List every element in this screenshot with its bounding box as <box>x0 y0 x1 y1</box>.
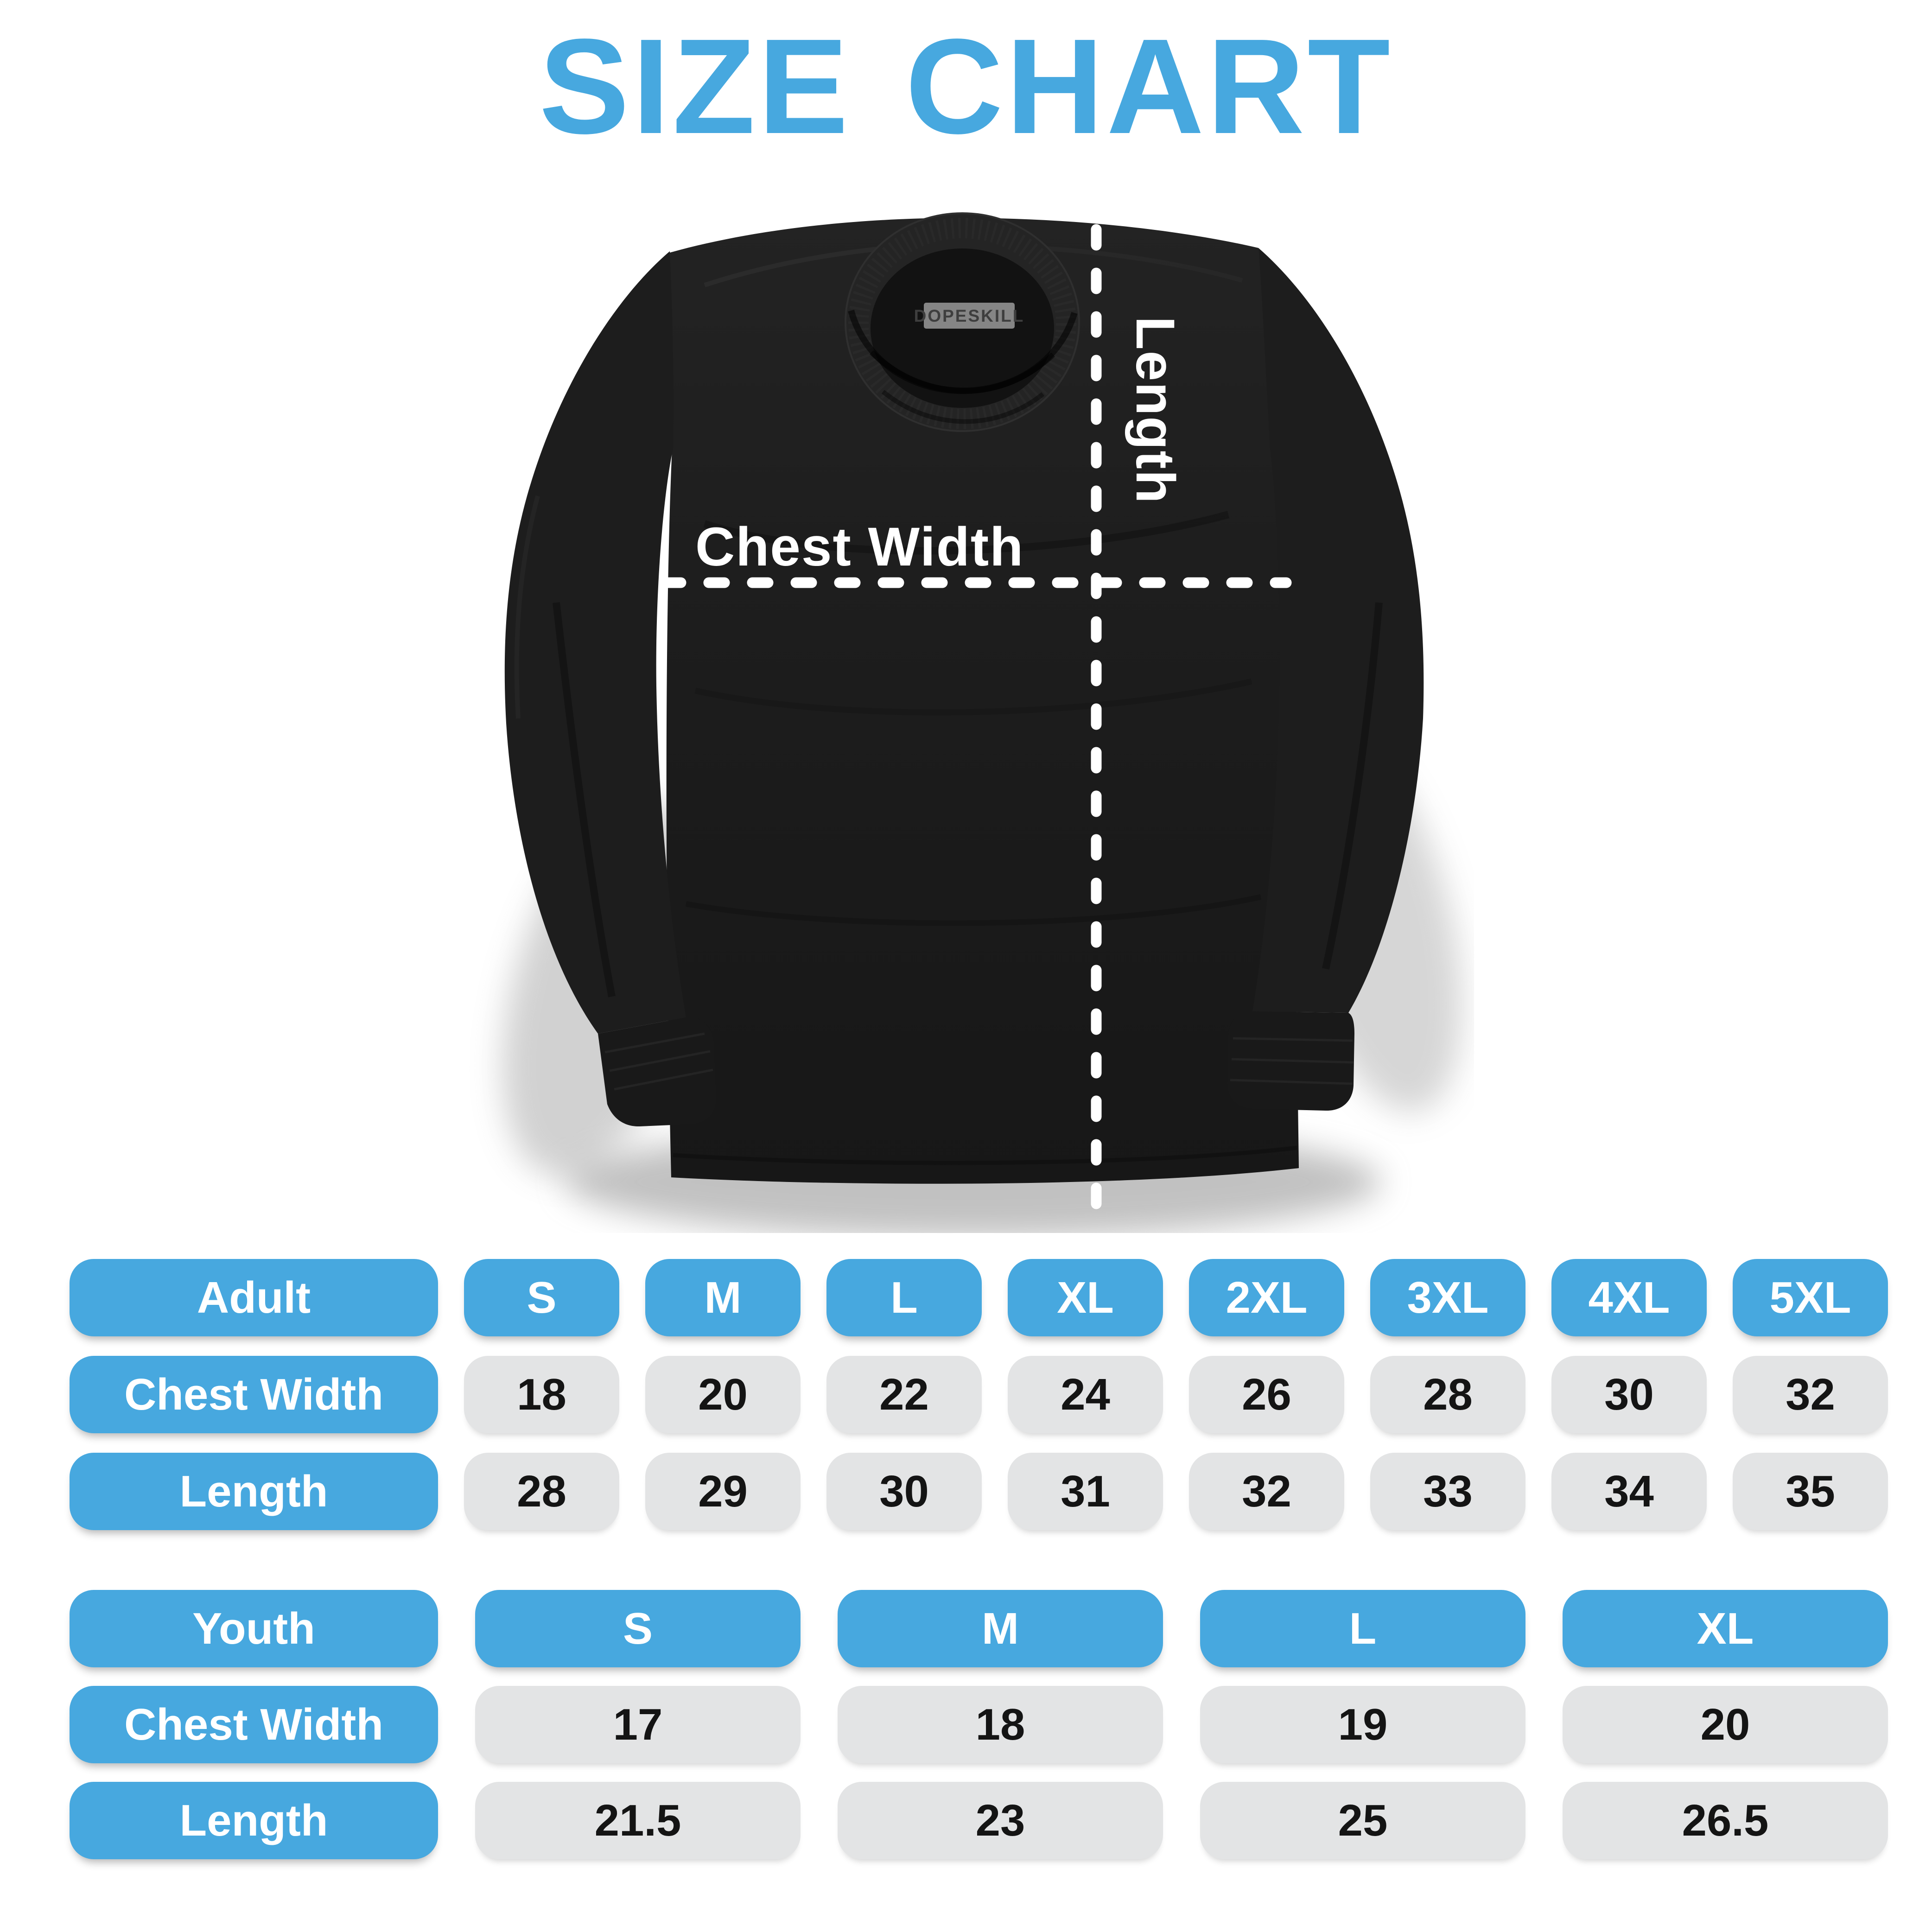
right-sleeve-crease <box>1322 602 1383 970</box>
adult-table-title: Adult <box>70 1259 438 1336</box>
youth-chest-width-row-label: Chest Width <box>70 1686 438 1763</box>
adult-chest-width-m: 20 <box>645 1356 801 1433</box>
left-sleeve-crease <box>553 602 616 998</box>
adult-chest-width-row-label: Chest Width <box>70 1356 438 1433</box>
adult-size-3xl: 3XL <box>1370 1259 1525 1336</box>
youth-size-xl: XL <box>1563 1590 1888 1667</box>
adult-size-xl: XL <box>1008 1259 1163 1336</box>
youth-length-row-label: Length <box>70 1782 438 1859</box>
youth-chest-width-l: 19 <box>1200 1686 1525 1763</box>
right-cuff <box>1227 1011 1354 1111</box>
youth-size-table: Youth S M L XL Chest Width 17 18 19 20 L… <box>70 1590 1888 1859</box>
measurement-lines <box>660 224 1292 1213</box>
neck-tag: DOPESKILL <box>914 303 1025 329</box>
shirt-torso <box>666 218 1299 1184</box>
long-sleeve-shirt-illustration: DOPESKILL Chest Width Length <box>502 212 1462 1238</box>
adult-size-4xl: 4XL <box>1551 1259 1707 1336</box>
adult-length-s: 28 <box>464 1453 619 1530</box>
page-title: SIZE CHART <box>539 11 1393 162</box>
adult-length-2xl: 32 <box>1189 1453 1344 1530</box>
adult-length-row-label: Length <box>70 1453 438 1530</box>
adult-size-l: L <box>826 1259 982 1336</box>
youth-chest-width-xl: 20 <box>1563 1686 1888 1763</box>
youth-length-l: 25 <box>1200 1782 1525 1859</box>
adult-size-table: Adult S M L XL 2XL 3XL 4XL 5XL Chest Wid… <box>70 1259 1888 1530</box>
youth-length-xl: 26.5 <box>1563 1782 1888 1859</box>
youth-size-s: S <box>475 1590 801 1667</box>
left-cuff <box>598 1017 717 1127</box>
length-label: Length <box>1125 316 1186 504</box>
youth-length-m: 23 <box>838 1782 1163 1859</box>
adult-length-4xl: 34 <box>1551 1453 1707 1530</box>
adult-chest-width-l: 22 <box>826 1356 982 1433</box>
youth-size-l: L <box>1200 1590 1525 1667</box>
adult-chest-width-s: 18 <box>464 1356 619 1433</box>
youth-length-s: 21.5 <box>475 1782 801 1859</box>
chest-width-label: Chest Width <box>695 516 1024 578</box>
adult-chest-width-5xl: 32 <box>1733 1356 1888 1433</box>
adult-chest-width-xl: 24 <box>1008 1356 1163 1433</box>
adult-length-l: 30 <box>826 1453 982 1530</box>
left-sleeve <box>504 251 686 1034</box>
adult-length-5xl: 35 <box>1733 1453 1888 1530</box>
adult-length-xl: 31 <box>1008 1453 1163 1530</box>
left-sleeve-highlight <box>514 495 540 719</box>
adult-chest-width-3xl: 28 <box>1370 1356 1525 1433</box>
fabric-wrinkles <box>673 242 1297 1165</box>
shirt-diagram: DOPESKILL Chest Width Length <box>464 199 1474 1238</box>
adult-size-5xl: 5XL <box>1733 1259 1888 1336</box>
neck-tag-label: DOPESKILL <box>914 306 1025 325</box>
adult-size-2xl: 2XL <box>1189 1259 1344 1336</box>
adult-chest-width-4xl: 30 <box>1551 1356 1707 1433</box>
adult-length-3xl: 33 <box>1370 1453 1525 1530</box>
adult-size-s: S <box>464 1259 619 1336</box>
right-sleeve <box>1252 248 1424 1013</box>
adult-length-m: 29 <box>645 1453 801 1530</box>
adult-chest-width-2xl: 26 <box>1189 1356 1344 1433</box>
adult-size-m: M <box>645 1259 801 1336</box>
youth-size-m: M <box>838 1590 1163 1667</box>
youth-table-title: Youth <box>70 1590 438 1667</box>
youth-chest-width-m: 18 <box>838 1686 1163 1763</box>
youth-chest-width-s: 17 <box>475 1686 801 1763</box>
